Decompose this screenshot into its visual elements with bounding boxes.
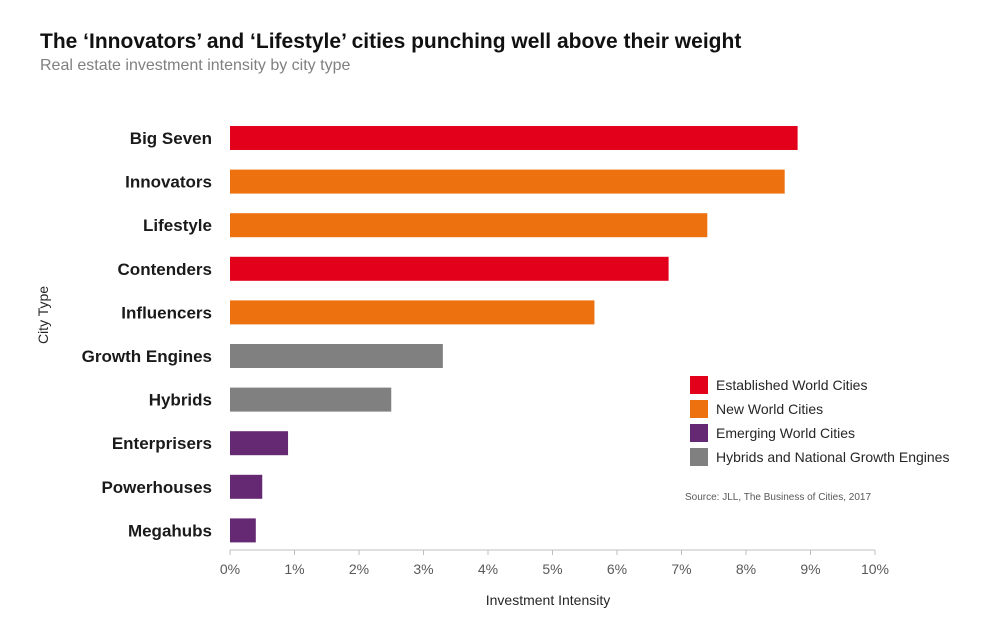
x-tick-label: 4% <box>478 561 498 577</box>
category-labels: Big Seven Innovators Lifestyle Contenders In… <box>82 129 212 540</box>
legend-label-new-world-cities: New World Cities <box>716 401 823 417</box>
bar-lifestyle <box>230 213 708 238</box>
x-tick-label: 8% <box>736 561 756 577</box>
legend-label-emerging-world-cities: Emerging World Cities <box>716 425 855 441</box>
x-axis-title: Investment Intensity <box>486 592 611 608</box>
bar-contenders <box>230 256 669 281</box>
bars-group <box>230 126 798 543</box>
category-label-lifestyle: Lifestyle <box>143 216 212 235</box>
bar-big-seven <box>230 126 798 150</box>
x-tick-label: 5% <box>542 561 562 577</box>
bar-influencers <box>230 300 595 325</box>
x-axis-ticks: 0% 1% 2% 3% 4% 5% 6% 7% 8% 9% 10% <box>220 550 889 577</box>
bar-hybrids <box>230 387 392 412</box>
chart-subtitle: Real estate investment intensity by city… <box>40 57 351 74</box>
bar-growth-engines <box>230 344 443 368</box>
x-tick-label: 3% <box>413 561 433 577</box>
legend: Established World Cities New World Cities… <box>690 376 949 466</box>
x-tick-label: 7% <box>671 561 691 577</box>
bar-powerhouses <box>230 474 263 499</box>
bar-innovators <box>230 169 785 194</box>
category-label-innovators: Innovators <box>125 173 212 192</box>
x-tick-label: 2% <box>349 561 369 577</box>
category-label-contenders: Contenders <box>118 260 212 279</box>
legend-swatch-hybrids-and-national-growth-engines <box>690 448 708 466</box>
legend-swatch-established-world-cities <box>690 376 708 394</box>
category-label-megahubs: Megahubs <box>128 521 212 540</box>
category-label-growth-engines: Growth Engines <box>82 347 212 366</box>
x-tick-label: 0% <box>220 561 240 577</box>
legend-swatch-new-world-cities <box>690 400 708 418</box>
x-tick-label: 1% <box>284 561 304 577</box>
category-label-big-seven: Big Seven <box>130 129 212 148</box>
category-label-powerhouses: Powerhouses <box>101 478 212 497</box>
x-tick-label: 6% <box>607 561 627 577</box>
legend-label-established-world-cities: Established World Cities <box>716 377 867 393</box>
chart-title: The ‘Innovators’ and ‘Lifestyle’ cities … <box>40 30 742 53</box>
x-tick-label: 10% <box>861 561 889 577</box>
category-label-enterprisers: Enterprisers <box>112 434 212 453</box>
bar-enterprisers <box>230 431 289 456</box>
category-label-hybrids: Hybrids <box>149 391 212 410</box>
legend-label-hybrids-and-national-growth-engines: Hybrids and National Growth Engines <box>716 449 949 465</box>
bar-megahubs <box>230 518 256 543</box>
legend-swatch-emerging-world-cities <box>690 424 708 442</box>
category-label-influencers: Influencers <box>121 303 212 322</box>
x-tick-label: 9% <box>800 561 820 577</box>
source-note: Source: JLL, The Business of Cities, 201… <box>685 492 871 503</box>
y-axis-title: City Type <box>35 286 51 344</box>
